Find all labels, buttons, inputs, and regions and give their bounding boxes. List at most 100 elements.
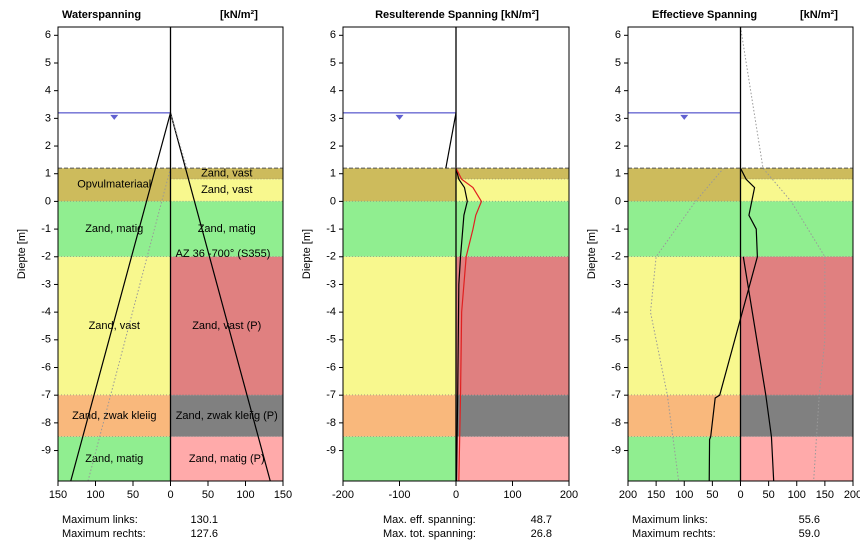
x-tick-label: 200 [844, 489, 860, 501]
layer-label: Zand, matig [85, 453, 143, 465]
stress-line [455, 168, 468, 481]
y-tick-label: -1 [611, 223, 621, 235]
x-tick-label: 150 [647, 489, 665, 501]
y-tick-label: -6 [326, 361, 336, 373]
x-tick-label: 150 [816, 489, 834, 501]
stress-line [170, 112, 188, 169]
soil-layer [170, 168, 283, 180]
soil-layer [628, 168, 741, 202]
soil-layer [740, 436, 853, 481]
stress-line [445, 112, 457, 169]
y-axis-label: Diepte [m] [16, 229, 28, 279]
stat-label: Max. eff. spanning: [383, 514, 476, 526]
soil-layer [58, 168, 171, 202]
y-tick-label: 5 [615, 57, 621, 69]
water-icon [110, 114, 119, 120]
x-tick-label: 150 [49, 489, 67, 501]
x-tick-label: 0 [453, 489, 459, 501]
layer-label: Zand, zwak kleiig (P) [176, 410, 278, 422]
y-tick-label: -9 [326, 444, 336, 456]
y-axis-label: Diepte [m] [586, 229, 598, 279]
y-tick-label: -3 [611, 278, 621, 290]
plot-area [628, 27, 853, 481]
layer-label: Opvulmateriaal [77, 179, 151, 191]
x-tick-label: 100 [86, 489, 104, 501]
y-tick-label: 4 [615, 85, 621, 97]
y-tick-label: 3 [330, 112, 336, 124]
soil-layer [343, 395, 456, 437]
y-tick-label: -7 [41, 389, 51, 401]
stat-value: 130.1 [190, 514, 218, 526]
layer-label: Zand, vast [89, 320, 140, 332]
soil-layer [343, 436, 456, 481]
y-tick-label: -7 [326, 389, 336, 401]
x-tick-label: 0 [737, 489, 743, 501]
x-tick-label: 0 [167, 489, 173, 501]
stat-label: Maximum links: [632, 514, 708, 526]
soil-layer [456, 168, 569, 180]
stat-value: 26.8 [531, 528, 552, 540]
soil-layer [456, 179, 569, 202]
x-tick-label: 50 [127, 489, 139, 501]
soil-layer [170, 395, 283, 437]
y-tick-label: 3 [615, 112, 621, 124]
y-tick-label: 1 [615, 168, 621, 180]
soil-layer [456, 436, 569, 481]
x-tick-label: 50 [202, 489, 214, 501]
y-tick-label: -9 [611, 444, 621, 456]
y-tick-label: -1 [326, 223, 336, 235]
soil-layer [58, 395, 171, 437]
y-tick-label: 6 [330, 29, 336, 41]
stat-label: Maximum rechts: [62, 528, 146, 540]
soil-layer [628, 395, 741, 437]
soil-layer [456, 395, 569, 437]
x-tick-label: 50 [706, 489, 718, 501]
x-tick-label: 200 [560, 489, 578, 501]
y-tick-label: -7 [611, 389, 621, 401]
soil-layer [170, 256, 283, 396]
y-tick-label: -4 [326, 306, 336, 318]
stress-line [455, 167, 483, 481]
stress-line [742, 256, 775, 481]
y-tick-label: 6 [615, 29, 621, 41]
plot-area: Opvulmateriaal Zand, matig Zand, vast Zand,… [58, 112, 283, 481]
y-tick-label: -8 [41, 417, 51, 429]
y-tick-label: -4 [611, 306, 621, 318]
soil-layer [628, 256, 741, 396]
stat-value: 127.6 [190, 528, 218, 540]
stress-line [70, 112, 172, 481]
y-tick-label: 6 [45, 29, 51, 41]
y-tick-label: 1 [330, 168, 336, 180]
x-tick-label: 150 [274, 489, 292, 501]
x-tick-label: -100 [388, 489, 410, 501]
soil-layer [343, 256, 456, 396]
layer-label: Zand, vast [201, 184, 252, 196]
y-tick-label: -3 [41, 278, 51, 290]
soil-layer [58, 256, 171, 396]
stat-value: 55.6 [799, 514, 820, 526]
y-tick-label: -6 [41, 361, 51, 373]
soil-layer [58, 201, 171, 257]
unit-label: [kN/m²] [220, 9, 258, 21]
y-tick-label: -2 [611, 251, 621, 263]
stress-line [169, 112, 271, 481]
soil-layer [170, 201, 283, 257]
water-icon [680, 114, 689, 120]
plot-area [343, 112, 569, 481]
soil-layer [740, 395, 853, 437]
y-tick-label: -4 [41, 306, 51, 318]
y-tick-label: -8 [611, 417, 621, 429]
wall-label: AZ 36 -700° (S355) [176, 248, 271, 260]
soil-layer [456, 201, 569, 257]
y-tick-label: 0 [45, 195, 51, 207]
x-tick-label: 100 [236, 489, 254, 501]
soil-layer [628, 201, 741, 257]
unit-label: [kN/m²] [800, 9, 838, 21]
y-tick-label: 1 [45, 168, 51, 180]
y-tick-label: -2 [41, 251, 51, 263]
y-tick-label: 4 [45, 85, 51, 97]
y-tick-label: -3 [326, 278, 336, 290]
y-tick-label: -5 [326, 334, 336, 346]
y-axis-label: Diepte [m] [301, 229, 313, 279]
layer-label: Zand, vast (P) [192, 320, 261, 332]
